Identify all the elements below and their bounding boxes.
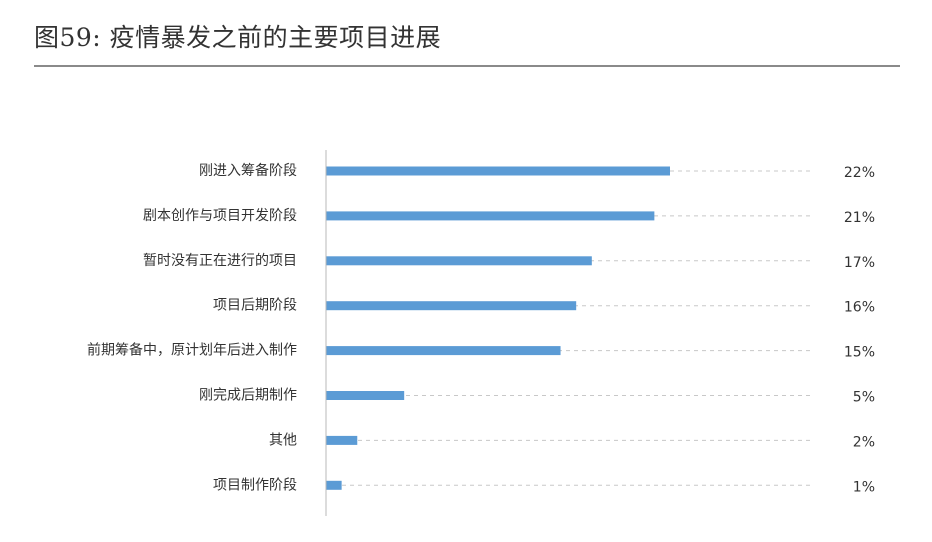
value-labels: 22% 21% 17% 16% 15% 5% 2% 1% <box>844 165 875 495</box>
value-label: 5% <box>853 390 875 406</box>
value-label: 1% <box>853 479 875 495</box>
bar <box>326 346 561 356</box>
value-label: 15% <box>844 345 875 361</box>
category-label: 剧本创作与项目开发阶段 <box>143 208 297 224</box>
value-label: 2% <box>853 434 875 450</box>
value-label: 16% <box>844 300 875 316</box>
category-label: 其他 <box>269 432 297 448</box>
value-label: 22% <box>844 165 875 181</box>
title-divider <box>34 65 900 67</box>
category-label: 刚完成后期制作 <box>199 388 297 404</box>
chart-title: 图59: 疫情暴发之前的主要项目进展 <box>34 23 442 52</box>
bars <box>326 166 670 490</box>
category-label: 项目后期阶段 <box>213 298 297 314</box>
bar <box>326 301 577 311</box>
bar <box>326 211 655 221</box>
bar <box>326 480 342 490</box>
value-label: 21% <box>844 210 875 226</box>
bar <box>326 256 592 266</box>
category-label: 暂时没有正在进行的项目 <box>143 253 297 269</box>
category-labels: 刚进入筹备阶段剧本创作与项目开发阶段暂时没有正在进行的项目项目后期阶段前期筹备中… <box>87 162 297 493</box>
category-label: 前期筹备中，原计划年后进入制作 <box>87 342 297 359</box>
value-label: 17% <box>844 255 875 271</box>
bar <box>326 166 670 176</box>
bar <box>326 391 405 400</box>
category-label: 刚进入筹备阶段 <box>199 162 297 179</box>
bar <box>326 435 358 445</box>
category-label: 项目制作阶段 <box>213 477 297 493</box>
